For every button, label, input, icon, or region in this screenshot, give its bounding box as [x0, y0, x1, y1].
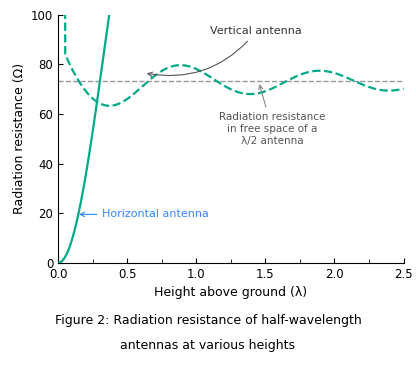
- Text: antennas at various heights: antennas at various heights: [121, 339, 295, 353]
- Y-axis label: Radiation resistance (Ω): Radiation resistance (Ω): [12, 63, 25, 214]
- X-axis label: Height above ground (λ): Height above ground (λ): [154, 286, 307, 299]
- Text: Horizontal antenna: Horizontal antenna: [80, 210, 209, 219]
- Text: Vertical antenna: Vertical antenna: [148, 26, 302, 77]
- Text: Radiation resistance
in free space of a
λ/2 antenna: Radiation resistance in free space of a …: [219, 85, 325, 146]
- Text: Figure 2: Radiation resistance of half-wavelength: Figure 2: Radiation resistance of half-w…: [54, 314, 362, 327]
